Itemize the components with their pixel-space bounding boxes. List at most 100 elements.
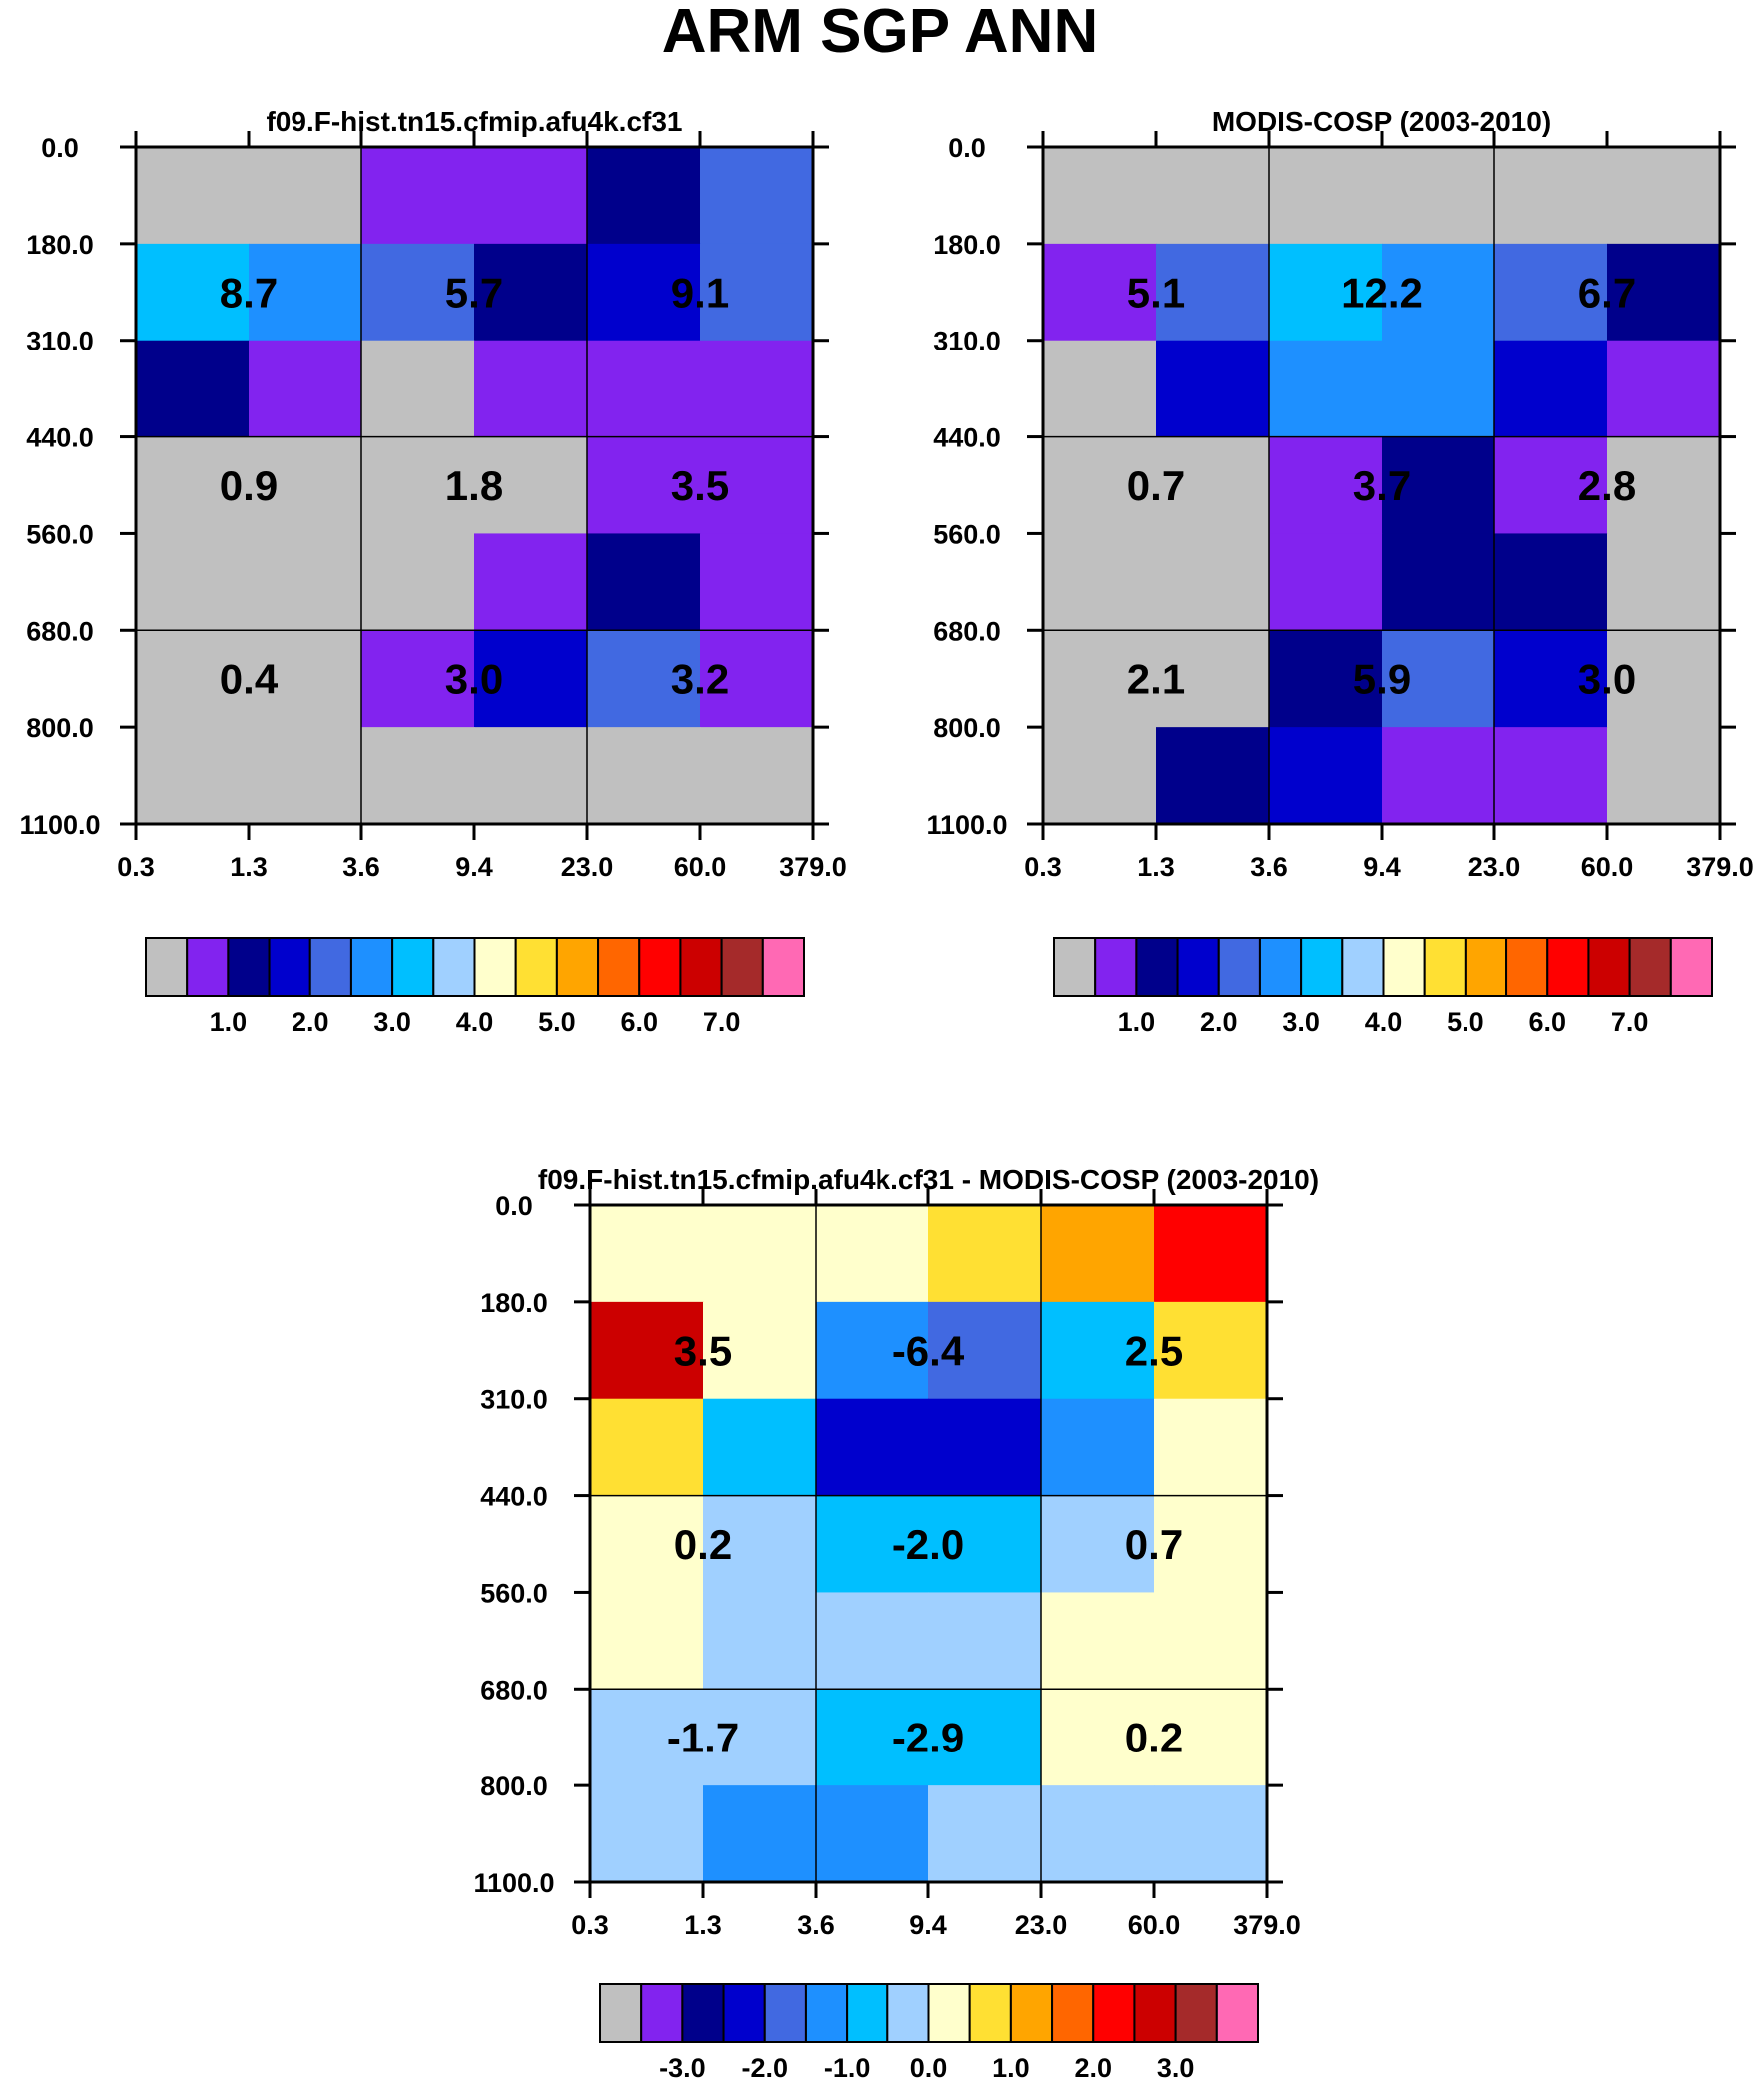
- heatmap-cell: [361, 243, 475, 342]
- y-tick-label: 180.0: [26, 230, 94, 260]
- heatmap-cell: [1156, 630, 1270, 728]
- colorbar-box: [886, 1983, 930, 2043]
- heatmap-cell: [361, 147, 475, 245]
- colorbar-label: 1.0: [992, 2053, 1030, 2083]
- colorbar-box: [638, 937, 682, 997]
- heatmap-cell: [1382, 147, 1495, 245]
- x-tick-label: 0.3: [571, 1910, 609, 1940]
- data-label: 12.2: [1341, 269, 1423, 316]
- colorbar-box: [1053, 937, 1097, 997]
- x-tick-label: 23.0: [561, 852, 614, 882]
- y-tick-label: 0.0: [948, 133, 986, 163]
- panel-difference: f09.F-hist.tn15.cfmip.afu4k.cf31 - MODIS…: [473, 1164, 1319, 2083]
- data-label: 3.0: [445, 656, 503, 703]
- y-tick-label: 560.0: [933, 519, 1001, 549]
- data-label: 2.8: [1578, 462, 1636, 509]
- colorbar-label: 1.0: [1118, 1007, 1156, 1037]
- heatmap-cell: [1607, 436, 1721, 535]
- y-tick-label: 560.0: [26, 519, 94, 549]
- data-label: 5.9: [1353, 656, 1411, 703]
- data-label: -1.7: [667, 1715, 739, 1761]
- data-label: 1.8: [445, 462, 503, 509]
- x-tick-label: 9.4: [1363, 852, 1401, 882]
- heatmap-cell: [474, 340, 588, 438]
- heatmap-cell: [1156, 340, 1270, 438]
- colorbar-box: [761, 937, 805, 997]
- y-tick-label: 0.0: [41, 133, 79, 163]
- x-tick-label: 379.0: [1686, 852, 1754, 882]
- data-label: 5.1: [1127, 269, 1185, 316]
- x-tick-label: 9.4: [455, 852, 493, 882]
- colorbar-box: [1628, 937, 1672, 997]
- heatmap-cell: [816, 1785, 929, 1883]
- heatmap-cell: [928, 1495, 1042, 1594]
- colorbar-box: [514, 937, 558, 997]
- colorbar-label: 6.0: [620, 1007, 658, 1037]
- colorbar-box: [1217, 937, 1261, 997]
- heatmap-cell: [361, 630, 475, 728]
- colorbar-label: 1.0: [210, 1007, 248, 1037]
- heatmap-cell: [249, 243, 362, 342]
- y-tick-label: 800.0: [933, 713, 1001, 743]
- x-tick-label: 60.0: [1128, 1910, 1181, 1940]
- y-tick-label: 440.0: [933, 423, 1001, 453]
- heatmap-cell: [249, 533, 362, 631]
- heatmap-cell: [703, 1398, 817, 1497]
- data-label: 6.7: [1578, 269, 1636, 316]
- colorbar-label: 5.0: [538, 1007, 576, 1037]
- colorbar-label: 7.0: [1611, 1007, 1649, 1037]
- heatmap-cell: [700, 243, 814, 342]
- heatmap-cell: [136, 727, 250, 825]
- colorbar-box: [640, 1983, 684, 2043]
- colorbar-box: [1176, 937, 1220, 997]
- y-tick-label: 680.0: [933, 616, 1001, 646]
- y-tick-label: 1100.0: [473, 1868, 554, 1898]
- heatmap-cell: [1382, 727, 1495, 825]
- data-label: 0.2: [1125, 1715, 1183, 1761]
- heatmap-cell: [1041, 1301, 1155, 1400]
- colorbar-box: [1505, 937, 1549, 997]
- data-label: -6.4: [892, 1327, 965, 1374]
- data-label: 0.7: [1127, 462, 1185, 509]
- heatmap-cell: [1607, 533, 1721, 631]
- heatmap-cell: [1607, 727, 1721, 825]
- heatmap-cell: [1269, 533, 1383, 631]
- heatmap-cell: [928, 1301, 1042, 1400]
- colorbar-box: [1423, 937, 1467, 997]
- colorbar-label: 0.0: [910, 2053, 948, 2083]
- colorbar-label: 5.0: [1447, 1007, 1484, 1037]
- colorbar-box: [599, 1983, 643, 2043]
- heatmap-cell: [1382, 340, 1495, 438]
- heatmap-cell: [1043, 243, 1157, 342]
- heatmap-cell: [816, 1689, 929, 1786]
- heatmap-cell: [816, 1398, 929, 1497]
- heatmap-cell: [1154, 1398, 1268, 1497]
- heatmap-cell: [1154, 1592, 1268, 1690]
- colorbar-label: -2.0: [741, 2053, 788, 2083]
- heatmap-cell: [474, 436, 588, 535]
- heatmap-cell: [700, 436, 814, 535]
- heatmap-cell: [1607, 630, 1721, 728]
- heatmap-cell: [361, 340, 475, 438]
- colorbar-label: -1.0: [824, 2053, 871, 2083]
- colorbar-box: [1258, 937, 1303, 997]
- colorbar-label: 3.0: [1282, 1007, 1320, 1037]
- y-tick-label: 680.0: [26, 616, 94, 646]
- page-title: ARM SGP ANN: [661, 0, 1099, 66]
- colorbar-box: [968, 1983, 1012, 2043]
- heatmap-cell: [1043, 340, 1157, 438]
- heatmap-cell: [590, 1205, 704, 1303]
- heatmap-cell: [590, 1689, 704, 1786]
- colorbar-box: [1464, 937, 1508, 997]
- heatmap-cell: [1041, 1785, 1155, 1883]
- heatmap-cell: [136, 436, 250, 535]
- heatmap-cell: [1154, 1495, 1268, 1594]
- data-label: 0.9: [220, 462, 278, 509]
- y-tick-label: 310.0: [480, 1385, 548, 1415]
- heatmap-cell: [816, 1205, 929, 1303]
- heatmap-cell: [1494, 533, 1608, 631]
- y-tick-label: 310.0: [26, 327, 94, 356]
- data-label: 0.2: [674, 1521, 732, 1568]
